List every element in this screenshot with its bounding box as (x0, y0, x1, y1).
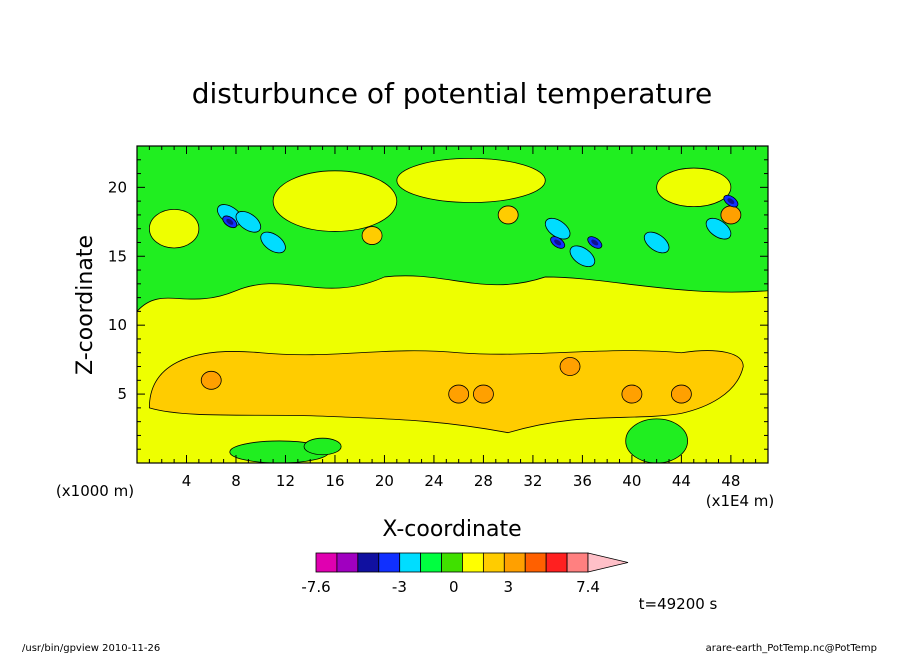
colorbar-swatch (566, 552, 589, 573)
y-tick-label: 20 (108, 178, 127, 196)
cold-blob (705, 217, 732, 240)
colorbar-label: 7.4 (576, 578, 600, 596)
coldest-core (226, 218, 234, 225)
x-axis-label: X-coordinate (382, 517, 521, 542)
x-tick-label: 28 (474, 472, 493, 490)
x-axis: 4 8 12 16 20 24 28 32 36 40 44 48 (148, 146, 757, 490)
coldest-core (727, 198, 735, 205)
x-unit-note: (x1E4 m) (706, 492, 775, 510)
cold-blob (260, 231, 286, 254)
neutral-patch (148, 208, 200, 249)
colorbar-label: 0 (449, 578, 459, 596)
colorbar-swatch (315, 552, 338, 573)
warm-blob (497, 205, 519, 225)
x-tick-label: 32 (523, 472, 542, 490)
colorbar-extend (587, 552, 629, 573)
x-tick-label: 20 (375, 472, 394, 490)
warm-blob (670, 384, 692, 404)
x-tick-label: 8 (231, 472, 241, 490)
colorbar-label: -3 (392, 578, 407, 596)
time-label: t=49200 s (639, 595, 718, 613)
x-tick-label: 16 (325, 472, 344, 490)
x-tick-label: 4 (182, 472, 192, 490)
coldest-core (554, 239, 562, 246)
cool-patch (625, 418, 688, 463)
cold-blob (544, 217, 571, 240)
warm-blob (473, 384, 494, 404)
colorbar-swatch (482, 552, 505, 573)
y-tick-label: 10 (108, 316, 127, 334)
colorbar-swatch (503, 552, 526, 573)
colorbar-swatch (357, 552, 380, 573)
y-axis-label: Z-coordinate (73, 235, 98, 375)
x-tick-label: 36 (573, 472, 592, 490)
colorbar-swatch (462, 552, 484, 573)
warm-blob (448, 384, 470, 404)
cold-blob (235, 211, 262, 233)
chart-title: disturbunce of potential temperature (192, 77, 713, 110)
colorbar-swatch (524, 552, 547, 573)
neutral-patch (656, 167, 732, 208)
warm-blob (200, 370, 222, 390)
x-tick-label: 24 (424, 472, 443, 490)
neutral-patch (272, 170, 398, 232)
x-tick-label: 12 (276, 472, 295, 490)
warm-blob (720, 205, 742, 225)
y-tick-label: 5 (117, 385, 127, 403)
cold-blob (643, 231, 670, 254)
x-tick-label: 40 (622, 472, 641, 490)
footer-right: arare-earth_PotTemp.nc@PotTemp (706, 643, 877, 654)
colorbar-swatch (399, 552, 422, 573)
colorbar-swatch (545, 552, 568, 573)
footer-left: /usr/bin/gpview 2010-11-26 (22, 643, 160, 654)
plot-frame (136, 145, 769, 464)
colorbar-label: 3 (503, 578, 513, 596)
colorbar: -7.6 -3 0 3 7.4 (301, 552, 629, 596)
warm-blob (361, 226, 383, 245)
neutral-patch (396, 158, 546, 203)
x-tick-label: 44 (672, 472, 691, 490)
cool-patch (303, 437, 342, 456)
x-tick-label: 48 (721, 472, 740, 490)
y-tick-label: 15 (108, 247, 127, 265)
colorbar-label: -7.6 (301, 578, 330, 596)
colorbar-swatch (420, 552, 442, 573)
warm-blob (559, 357, 581, 376)
warm-band (148, 350, 744, 434)
y-axis: 5 10 15 20 (108, 159, 768, 450)
contour-field (137, 146, 768, 463)
coldest-core (591, 239, 599, 246)
colorbar-swatch (378, 552, 401, 573)
colorbar-swatch (336, 552, 359, 573)
y-unit-note: (x1000 m) (56, 482, 134, 500)
warm-blob (621, 384, 643, 404)
cold-blob (569, 245, 596, 268)
colorbar-swatch (441, 552, 463, 573)
